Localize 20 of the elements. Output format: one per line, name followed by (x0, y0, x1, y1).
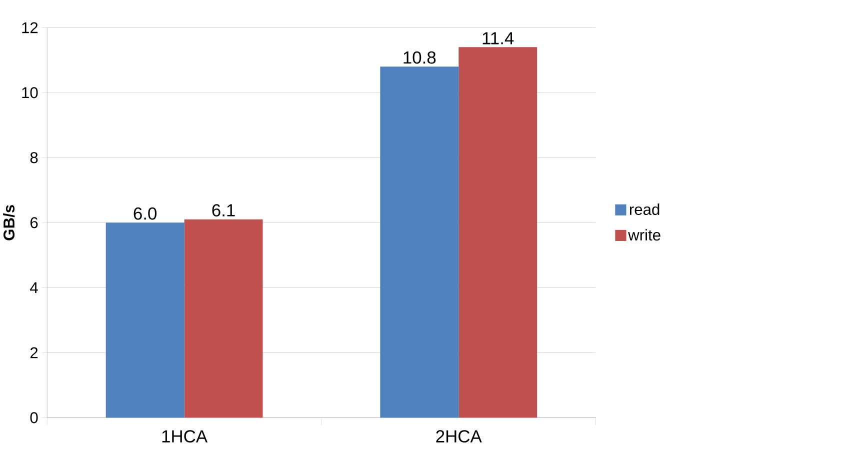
x-tick-label: 1HCA (162, 430, 208, 443)
x-tick-label: 2HCA (436, 430, 482, 443)
y-tick-label: 10 (22, 87, 38, 98)
y-tick-label: 12 (22, 22, 38, 34)
y-tick-label: 2 (30, 347, 38, 358)
bar (106, 222, 184, 418)
y-axis-title: GB/s (3, 205, 15, 240)
data-label: 11.4 (482, 32, 514, 44)
bar (380, 66, 459, 418)
y-tick-label: 4 (30, 282, 38, 294)
bar (184, 220, 263, 418)
legend-label: write (628, 229, 660, 241)
data-label: 6.0 (134, 207, 157, 220)
bar (458, 47, 538, 418)
y-tick-label: 8 (30, 152, 38, 164)
legend-label: read (630, 204, 660, 216)
y-tick-label: 0 (30, 412, 38, 424)
data-label: 10.8 (404, 51, 436, 64)
data-label: 6.1 (212, 204, 235, 217)
y-tick-label: 6 (30, 217, 38, 228)
